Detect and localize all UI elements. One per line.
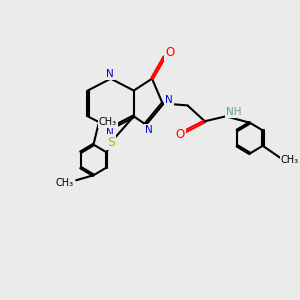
Text: N: N [165, 95, 173, 106]
Text: CH₃: CH₃ [280, 155, 299, 165]
Text: S: S [107, 136, 115, 148]
Text: CH₃: CH₃ [99, 117, 117, 127]
Text: O: O [175, 128, 184, 141]
Text: N: N [145, 125, 153, 135]
Text: CH₃: CH₃ [56, 178, 74, 188]
Text: O: O [166, 46, 175, 59]
Text: N: N [106, 128, 114, 138]
Text: NH: NH [226, 107, 241, 117]
Text: N: N [106, 69, 114, 79]
